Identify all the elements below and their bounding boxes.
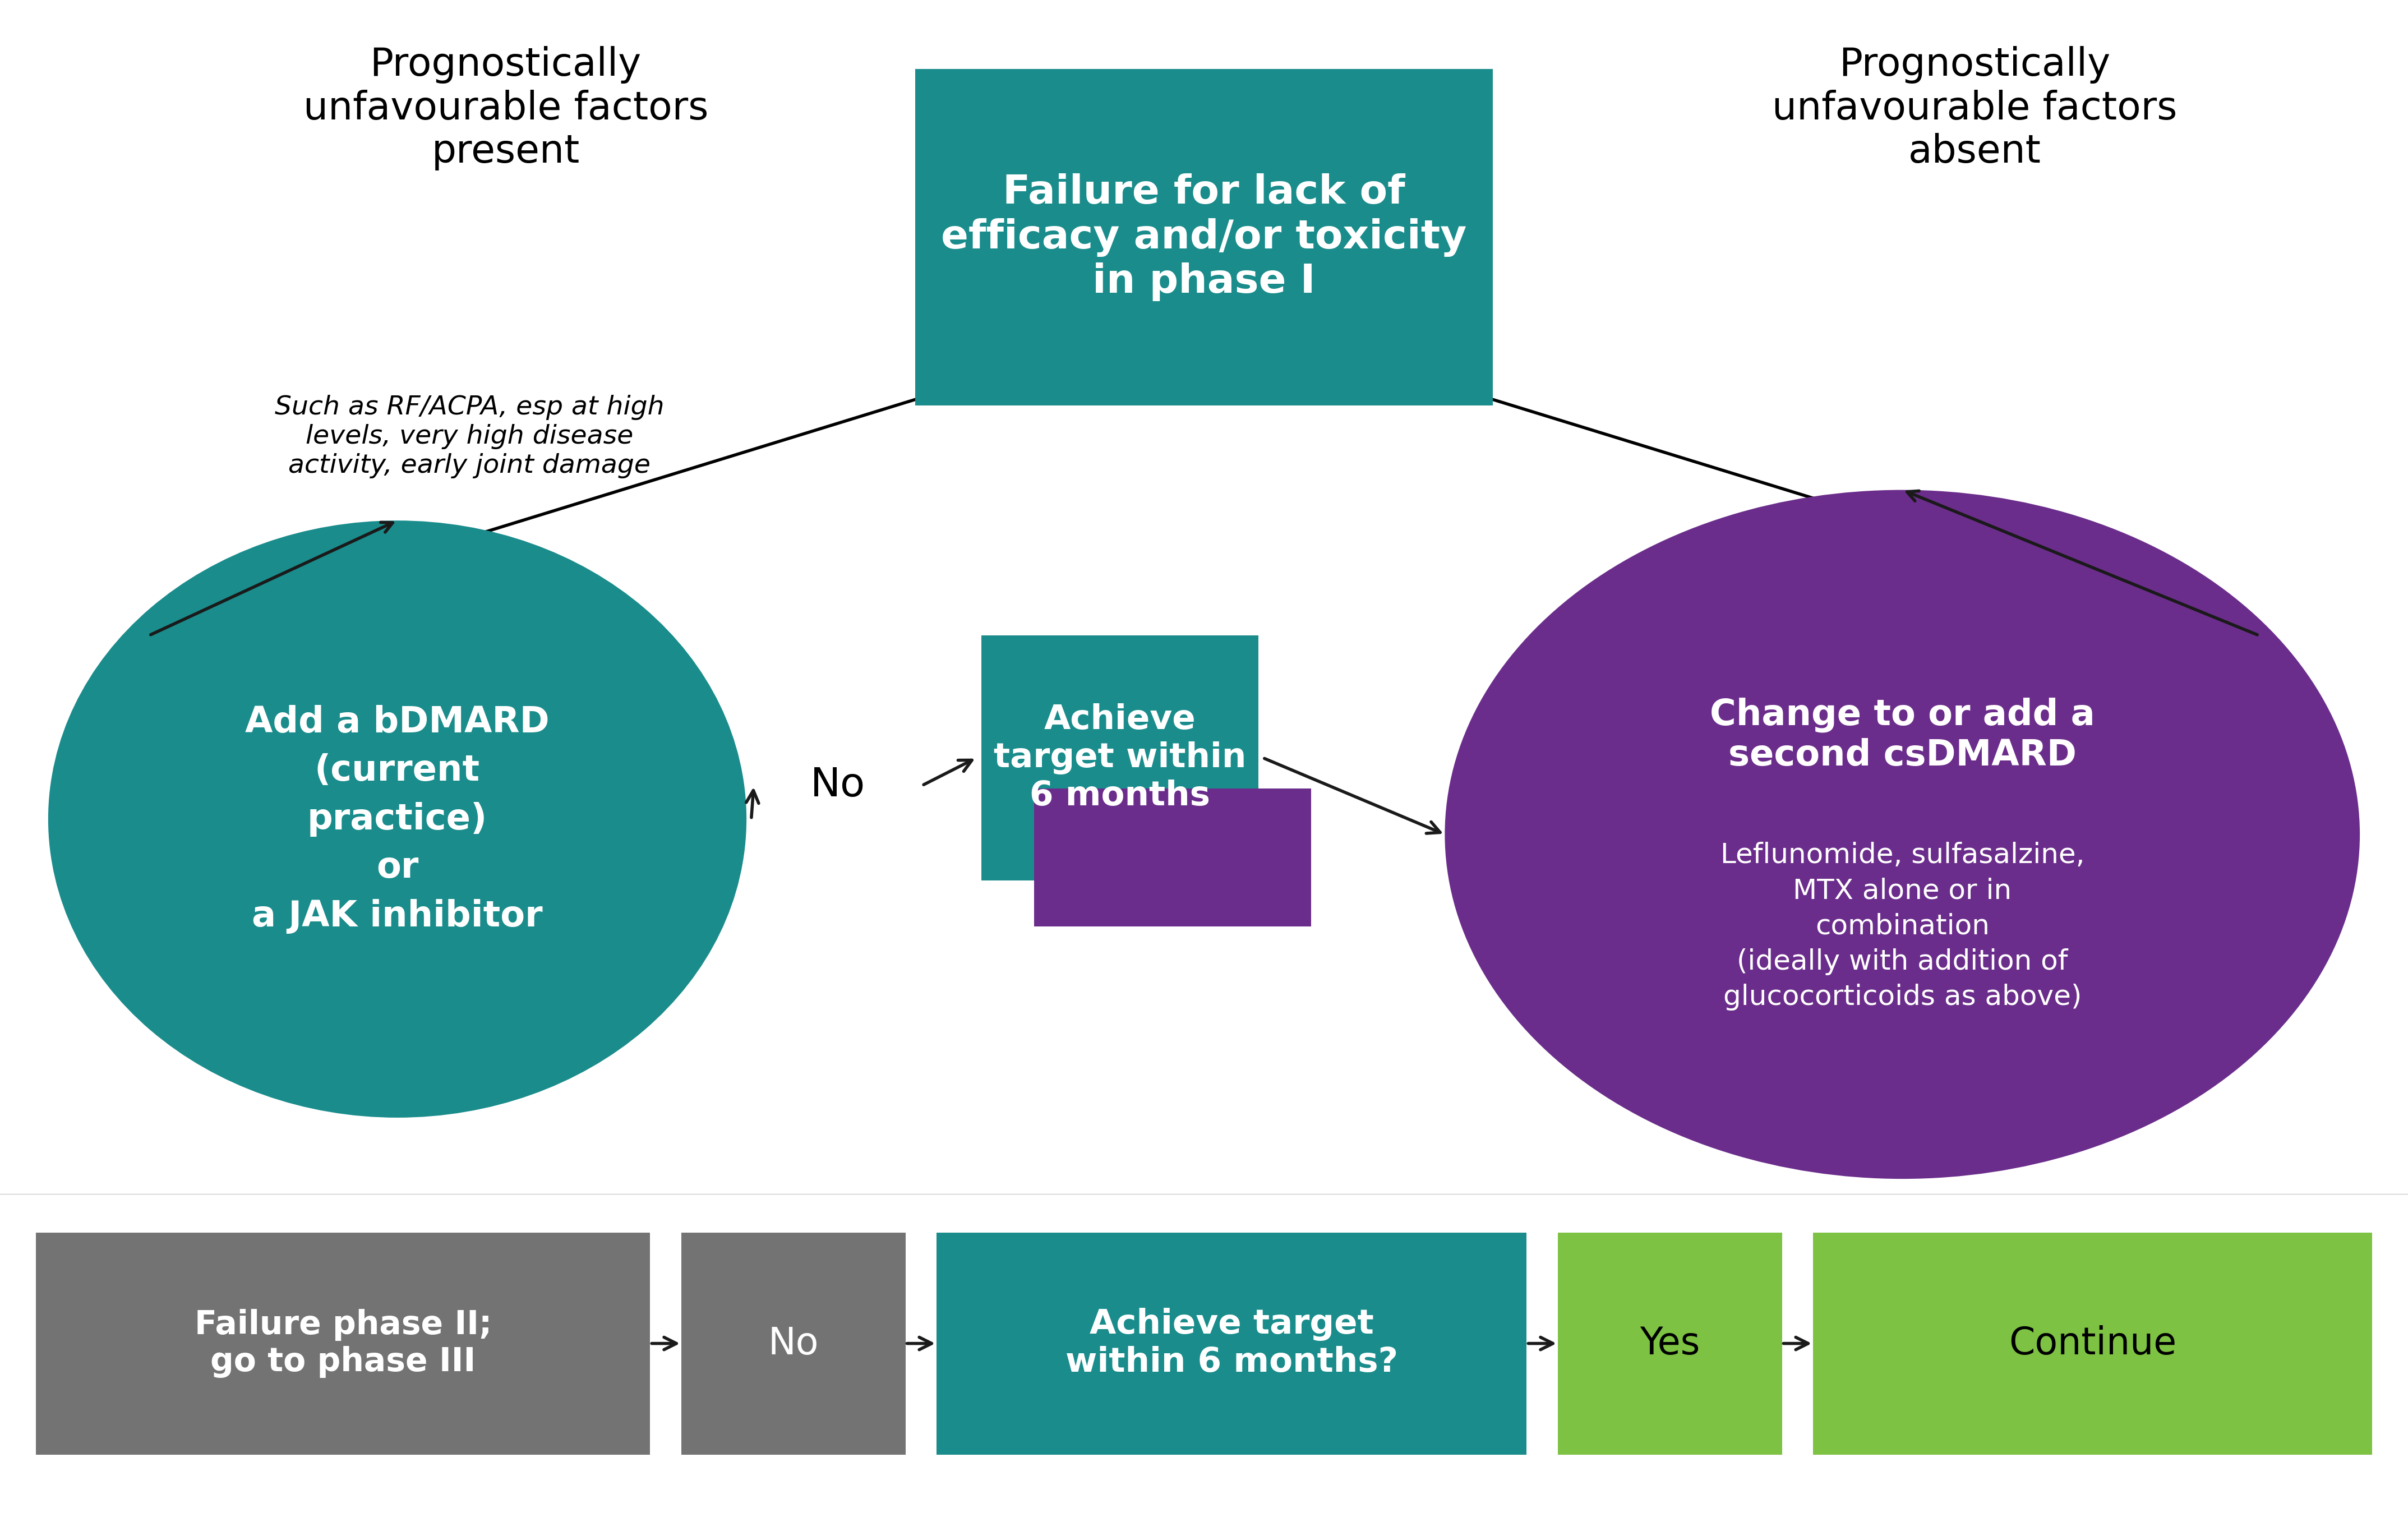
Text: Leflunomide, sulfasalzine,
MTX alone or in
combination
(ideally with addition of: Leflunomide, sulfasalzine, MTX alone or …: [1719, 842, 2085, 1010]
Text: Such as RF/ACPA, esp at high
levels, very high disease
activity, early joint dam: Such as RF/ACPA, esp at high levels, ver…: [275, 395, 665, 478]
FancyBboxPatch shape: [915, 69, 1493, 406]
Text: Achieve target
within 6 months?: Achieve target within 6 months?: [1064, 1307, 1399, 1379]
Ellipse shape: [48, 521, 746, 1118]
FancyBboxPatch shape: [982, 635, 1259, 880]
Text: Achieve
target within
6 months: Achieve target within 6 months: [995, 703, 1245, 813]
Text: Yes: Yes: [1640, 1324, 1700, 1363]
FancyBboxPatch shape: [1035, 788, 1310, 926]
FancyBboxPatch shape: [1813, 1232, 2372, 1454]
Text: Continue: Continue: [2008, 1324, 2177, 1363]
Text: No: No: [811, 766, 864, 805]
FancyBboxPatch shape: [937, 1232, 1527, 1454]
Text: Prognostically
unfavourable factors
present: Prognostically unfavourable factors pres…: [303, 46, 708, 170]
FancyBboxPatch shape: [36, 1232, 650, 1454]
Ellipse shape: [1445, 490, 2360, 1179]
Text: No: No: [768, 1324, 819, 1363]
Text: Change to or add a
second csDMARD: Change to or add a second csDMARD: [1710, 697, 2095, 773]
FancyBboxPatch shape: [1558, 1232, 1782, 1454]
Text: Prognostically
unfavourable factors
absent: Prognostically unfavourable factors abse…: [1772, 46, 2177, 170]
FancyBboxPatch shape: [681, 1232, 905, 1454]
Text: Failure for lack of
efficacy and/or toxicity
in phase I: Failure for lack of efficacy and/or toxi…: [942, 173, 1466, 302]
Text: Add a bDMARD
(current
practice)
or
a JAK inhibitor: Add a bDMARD (current practice) or a JAK…: [246, 704, 549, 934]
Text: Failure phase II;
go to phase III: Failure phase II; go to phase III: [195, 1309, 491, 1378]
